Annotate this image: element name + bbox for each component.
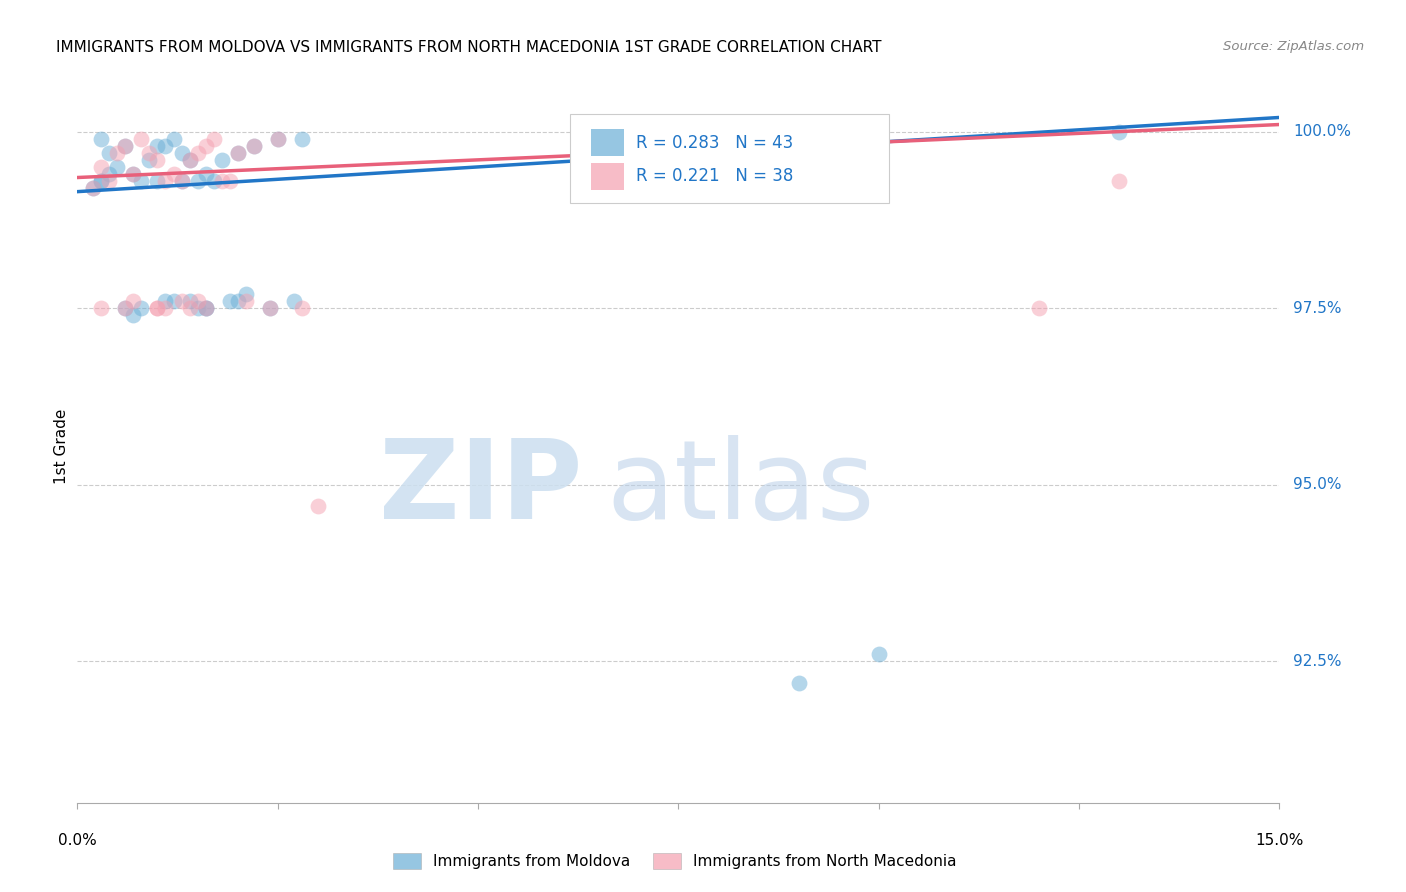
Point xyxy=(179,153,201,167)
Point xyxy=(90,301,112,316)
Point xyxy=(194,301,217,316)
Point xyxy=(267,131,290,145)
Point xyxy=(242,138,264,153)
Point xyxy=(155,294,177,309)
Point xyxy=(259,301,281,316)
Point xyxy=(194,301,217,316)
Point xyxy=(179,153,201,167)
Point xyxy=(155,301,177,316)
Text: 0.0%: 0.0% xyxy=(58,833,97,848)
Point xyxy=(787,675,810,690)
Point xyxy=(170,174,193,188)
Y-axis label: 1st Grade: 1st Grade xyxy=(53,409,69,483)
Point xyxy=(170,174,193,188)
Point xyxy=(146,301,169,316)
Point xyxy=(259,301,281,316)
Point xyxy=(107,145,129,160)
Point xyxy=(131,131,153,145)
Point xyxy=(307,499,329,513)
Point xyxy=(186,145,209,160)
Point xyxy=(179,301,201,316)
Point xyxy=(868,125,890,139)
Point xyxy=(114,301,136,316)
Point xyxy=(179,294,201,309)
Point xyxy=(868,648,890,662)
Point xyxy=(98,145,121,160)
Text: R = 0.221   N = 38: R = 0.221 N = 38 xyxy=(637,168,794,186)
FancyBboxPatch shape xyxy=(591,129,624,156)
Point xyxy=(194,138,217,153)
Point xyxy=(186,174,209,188)
Point xyxy=(138,145,160,160)
Point xyxy=(242,138,264,153)
Point xyxy=(146,153,169,167)
Point xyxy=(291,131,314,145)
Point xyxy=(146,138,169,153)
Point xyxy=(186,294,209,309)
Point xyxy=(194,301,217,316)
Text: Source: ZipAtlas.com: Source: ZipAtlas.com xyxy=(1223,40,1364,54)
Point xyxy=(170,145,193,160)
Text: 97.5%: 97.5% xyxy=(1294,301,1341,316)
Point xyxy=(90,160,112,174)
Point xyxy=(186,301,209,316)
Point xyxy=(218,294,240,309)
Point xyxy=(90,174,112,188)
Point xyxy=(267,131,290,145)
Point xyxy=(138,153,160,167)
Point xyxy=(226,145,249,160)
Text: ZIP: ZIP xyxy=(378,435,582,542)
Point xyxy=(82,181,104,195)
Text: 100.0%: 100.0% xyxy=(1294,124,1351,139)
Point xyxy=(170,294,193,309)
Point xyxy=(114,138,136,153)
Point xyxy=(235,287,257,301)
Point xyxy=(98,167,121,181)
Point xyxy=(226,294,249,309)
Point xyxy=(114,138,136,153)
Point xyxy=(1108,125,1130,139)
FancyBboxPatch shape xyxy=(571,114,889,203)
Point xyxy=(90,131,112,145)
Point xyxy=(283,294,305,309)
Point xyxy=(122,167,145,181)
Point xyxy=(202,174,225,188)
Point xyxy=(155,174,177,188)
Point xyxy=(291,301,314,316)
Point xyxy=(114,301,136,316)
Legend: Immigrants from Moldova, Immigrants from North Macedonia: Immigrants from Moldova, Immigrants from… xyxy=(387,847,963,875)
Point xyxy=(194,167,217,181)
Text: atlas: atlas xyxy=(606,435,875,542)
Point xyxy=(211,174,233,188)
FancyBboxPatch shape xyxy=(591,162,624,190)
Point xyxy=(122,167,145,181)
Point xyxy=(131,174,153,188)
Point xyxy=(218,174,240,188)
Text: IMMIGRANTS FROM MOLDOVA VS IMMIGRANTS FROM NORTH MACEDONIA 1ST GRADE CORRELATION: IMMIGRANTS FROM MOLDOVA VS IMMIGRANTS FR… xyxy=(56,40,882,55)
Point xyxy=(146,174,169,188)
Point xyxy=(146,301,169,316)
Text: R = 0.283   N = 43: R = 0.283 N = 43 xyxy=(637,134,793,152)
Point xyxy=(98,174,121,188)
Point xyxy=(226,145,249,160)
Point xyxy=(1108,174,1130,188)
Point xyxy=(1028,301,1050,316)
Point xyxy=(122,294,145,309)
Text: 15.0%: 15.0% xyxy=(1256,833,1303,848)
Point xyxy=(155,138,177,153)
Point xyxy=(107,160,129,174)
Point xyxy=(235,294,257,309)
Point xyxy=(211,153,233,167)
Text: 95.0%: 95.0% xyxy=(1294,477,1341,492)
Point xyxy=(162,131,184,145)
Point xyxy=(90,174,112,188)
Point xyxy=(131,301,153,316)
Point xyxy=(122,308,145,322)
Text: 92.5%: 92.5% xyxy=(1294,654,1341,669)
Point xyxy=(162,167,184,181)
Point xyxy=(82,181,104,195)
Point xyxy=(202,131,225,145)
Point xyxy=(162,294,184,309)
